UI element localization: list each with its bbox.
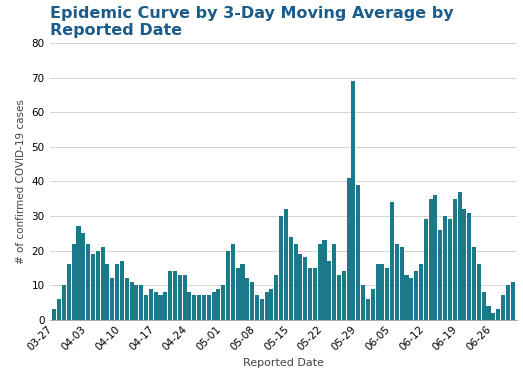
Bar — [491, 313, 495, 320]
Bar — [467, 212, 471, 320]
Bar — [57, 299, 61, 320]
Bar — [236, 268, 240, 320]
Bar — [274, 275, 278, 320]
Bar — [482, 292, 486, 320]
Bar — [269, 289, 274, 320]
Bar — [260, 299, 264, 320]
Bar — [279, 216, 283, 320]
Bar — [255, 295, 259, 320]
Bar — [376, 264, 380, 320]
Bar — [192, 295, 196, 320]
Bar — [472, 247, 476, 320]
Bar — [327, 261, 332, 320]
Bar — [303, 257, 307, 320]
Bar — [72, 243, 76, 320]
Bar — [477, 264, 481, 320]
Bar — [458, 192, 462, 320]
Bar — [168, 271, 172, 320]
Bar — [289, 237, 293, 320]
Bar — [81, 233, 85, 320]
Bar — [323, 240, 326, 320]
Bar — [217, 289, 220, 320]
Bar — [86, 243, 90, 320]
Bar — [52, 309, 56, 320]
Bar — [366, 299, 370, 320]
Bar — [154, 292, 158, 320]
Bar — [144, 295, 148, 320]
Bar — [265, 292, 269, 320]
Bar — [351, 81, 356, 320]
Bar — [178, 275, 182, 320]
Bar — [496, 309, 500, 320]
Bar — [462, 209, 467, 320]
Bar — [510, 282, 515, 320]
Bar — [390, 202, 394, 320]
Bar — [163, 292, 167, 320]
Bar — [158, 295, 163, 320]
Bar — [139, 285, 143, 320]
Bar — [298, 254, 302, 320]
Bar — [361, 285, 365, 320]
Bar — [250, 282, 254, 320]
Bar — [317, 243, 322, 320]
Bar — [110, 278, 115, 320]
Bar — [347, 178, 350, 320]
Bar — [356, 185, 360, 320]
Y-axis label: # of confirmed COVID-19 cases: # of confirmed COVID-19 cases — [16, 99, 26, 264]
Bar — [284, 209, 288, 320]
Bar — [197, 295, 201, 320]
Bar — [226, 251, 230, 320]
Bar — [130, 282, 133, 320]
Bar — [100, 247, 105, 320]
Bar — [115, 264, 119, 320]
Bar — [424, 220, 428, 320]
Bar — [400, 247, 404, 320]
Bar — [313, 268, 317, 320]
Bar — [443, 216, 447, 320]
Bar — [337, 275, 341, 320]
Bar — [453, 199, 457, 320]
Bar — [231, 243, 235, 320]
Bar — [221, 285, 225, 320]
Bar — [486, 306, 491, 320]
Bar — [293, 243, 298, 320]
Bar — [438, 230, 442, 320]
Bar — [202, 295, 206, 320]
Bar — [385, 268, 389, 320]
Bar — [241, 264, 245, 320]
Bar — [207, 295, 211, 320]
Bar — [395, 243, 399, 320]
Bar — [371, 289, 375, 320]
Bar — [120, 261, 124, 320]
Bar — [332, 243, 336, 320]
Bar — [414, 271, 418, 320]
Bar — [448, 220, 452, 320]
Bar — [67, 264, 71, 320]
Bar — [134, 285, 139, 320]
Bar — [308, 268, 312, 320]
Bar — [124, 278, 129, 320]
Bar — [342, 271, 346, 320]
Bar — [380, 264, 384, 320]
Bar — [76, 226, 81, 320]
Bar — [62, 285, 66, 320]
Bar — [506, 285, 510, 320]
Bar — [410, 278, 413, 320]
Bar — [419, 264, 423, 320]
Bar — [428, 199, 433, 320]
Bar — [96, 251, 100, 320]
Bar — [501, 295, 505, 320]
Bar — [211, 292, 215, 320]
Bar — [173, 271, 177, 320]
Bar — [106, 264, 109, 320]
Text: Epidemic Curve by 3-Day Moving Average by
Reported Date: Epidemic Curve by 3-Day Moving Average b… — [50, 6, 453, 38]
Bar — [404, 275, 408, 320]
Bar — [183, 275, 187, 320]
Bar — [245, 278, 249, 320]
Bar — [91, 254, 95, 320]
X-axis label: Reported Date: Reported Date — [243, 358, 324, 368]
Bar — [187, 292, 191, 320]
Bar — [434, 195, 438, 320]
Bar — [149, 289, 153, 320]
